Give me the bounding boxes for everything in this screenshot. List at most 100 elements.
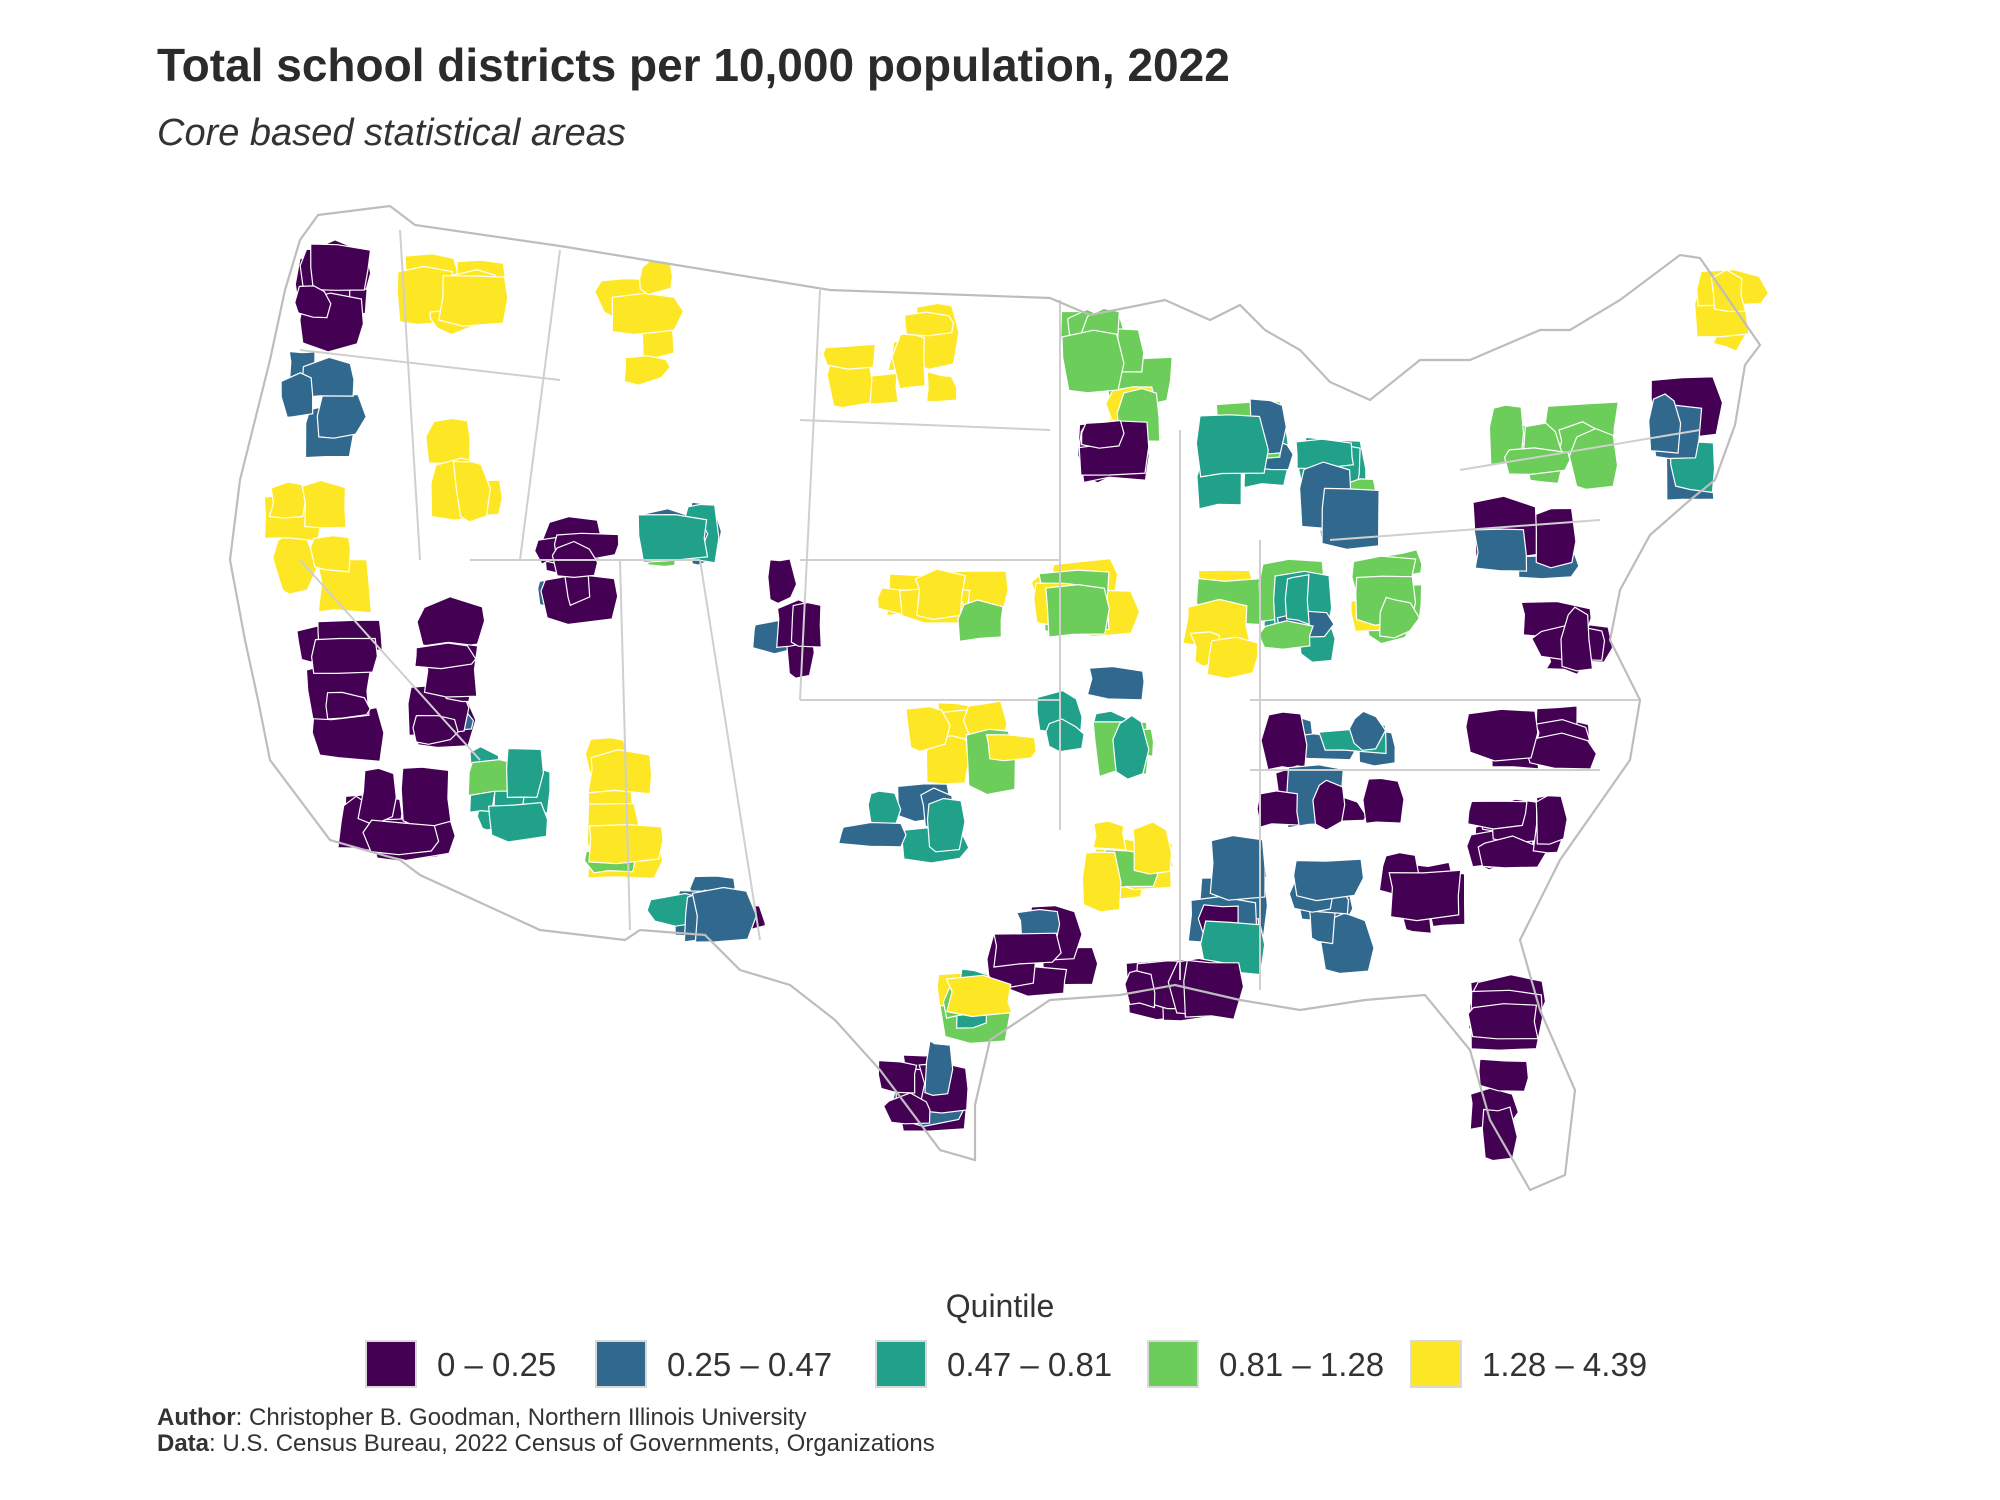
cbsa-area	[505, 747, 545, 799]
cbsa-area	[400, 766, 452, 830]
cbsa-region-pacific-northwest-coast	[294, 239, 372, 353]
cbsa-region-kansas	[905, 700, 1037, 796]
cbsa-area	[272, 531, 318, 595]
cbsa-area	[822, 343, 876, 370]
cbsa-area	[925, 370, 958, 403]
cbsa-area	[416, 596, 486, 650]
cbsa-area	[924, 1039, 954, 1097]
cbsa-area	[1086, 665, 1145, 701]
cbsa-area	[926, 797, 966, 853]
cbsa-area	[452, 460, 491, 523]
cbsa-area	[1535, 794, 1568, 845]
cbsa-region-north-dakota	[822, 302, 960, 409]
cbsa-area	[767, 558, 798, 605]
legend-swatch-q1	[365, 1340, 417, 1388]
cbsa-region-illinois	[1182, 569, 1266, 680]
cbsa-region-west-texas	[646, 875, 767, 943]
cbsa-region-south-carolina	[1466, 794, 1568, 871]
cbsa-area	[790, 601, 822, 648]
cbsa-area	[1478, 1058, 1530, 1092]
cbsa-area	[905, 706, 951, 753]
cbsa-area	[925, 735, 971, 785]
cbsa-region-northern-maine	[1693, 268, 1770, 352]
cbsa-region-new-york	[1488, 401, 1620, 490]
cbsa-area	[1710, 269, 1747, 312]
cbsa-region-central-texas	[936, 968, 1013, 1045]
cbsa-region-new-mexico	[583, 737, 664, 880]
cbsa-region-louisiana	[1124, 957, 1245, 1022]
cbsa-area	[993, 932, 1062, 968]
cbsa-region-ohio	[1350, 548, 1423, 645]
state-border-line	[699, 559, 761, 941]
map-title: Total school districts per 10,000 popula…	[157, 39, 1230, 91]
legend-title: Quintile	[945, 1288, 1055, 1324]
cbsa-area	[914, 568, 966, 621]
cbsa-area	[425, 417, 471, 465]
cbsa-region-michigan	[1295, 436, 1380, 550]
cbsa-area	[588, 823, 664, 865]
cbsa-region-arkansas	[1081, 820, 1175, 913]
cbsa-area	[1195, 414, 1269, 478]
cbsa-region-oklahoma	[837, 783, 970, 864]
cbsa-area	[1256, 790, 1300, 828]
state-border-line	[1329, 519, 1601, 541]
cbsa-region-indiana	[1257, 558, 1336, 663]
cbsa-area	[1348, 710, 1387, 751]
cbsa-area	[1061, 329, 1125, 394]
cbsa-area	[1465, 708, 1539, 762]
us-cbsa-map-svg	[228, 204, 1770, 1192]
legend-label-q5: 1.28 – 4.39	[1482, 1346, 1648, 1383]
cbsa-region-arizona	[467, 745, 551, 843]
legend-label-q4: 0.81 – 1.28	[1219, 1346, 1385, 1383]
state-borders	[299, 229, 1701, 990]
state-border-line	[799, 289, 821, 701]
cbsa-area	[1568, 427, 1619, 490]
legend-swatch-q5	[1410, 1340, 1462, 1388]
cbsa-region-western-oregon	[280, 350, 367, 459]
cbsa-region-central-california	[296, 619, 385, 763]
data-text: : U.S. Census Bureau, 2022 Census of Gov…	[209, 1430, 935, 1457]
cbsa-area	[1467, 1003, 1539, 1040]
cbsa-region-wyoming	[637, 501, 723, 568]
cbsa-region-northern-california	[263, 479, 373, 614]
cbsa-region-pennsylvania	[1472, 495, 1580, 580]
cbsa-area	[316, 393, 367, 439]
cbsa-region-wisconsin	[1195, 398, 1294, 510]
cbsa-area	[357, 767, 397, 826]
cbsa-area	[1112, 714, 1150, 780]
state-border-line	[799, 419, 1051, 431]
legend-label-q3: 0.47 – 0.81	[947, 1346, 1113, 1383]
cbsa-area	[1321, 487, 1380, 550]
cbsa-region-tennessee	[1256, 764, 1405, 831]
cbsa-area	[985, 734, 1037, 762]
cbsa-area	[837, 821, 907, 848]
state-border-line	[399, 229, 421, 561]
cbsa-area	[488, 801, 549, 843]
cbsa-region-south-texas	[877, 1039, 969, 1132]
cbsa-area	[587, 749, 653, 795]
cbsa-area	[362, 819, 440, 856]
cbsa-region-north-carolina	[1465, 705, 1598, 770]
cbsa-area	[957, 599, 1004, 642]
cbsa-area	[1648, 393, 1682, 454]
cbsa-region-eastern-washington	[396, 253, 509, 336]
cbsa-area	[1388, 869, 1462, 922]
cbsa-area	[638, 259, 674, 296]
state-border-line	[299, 349, 561, 381]
legend-swatch-q3	[875, 1340, 927, 1388]
cbsa-region-iowa	[1030, 558, 1141, 638]
legend: 0 – 0.25 0.25 – 0.47 0.47 – 0.81 0.81 – …	[365, 1340, 1765, 1390]
state-border-line	[519, 249, 561, 561]
credits: Author: Christopher B. Goodman, Northern…	[157, 1405, 935, 1457]
cbsa-region-east-texas	[986, 904, 1099, 997]
cbsa-region-southern-california	[337, 766, 456, 862]
cbsa-area	[1292, 858, 1365, 902]
cbsa-area	[1473, 528, 1528, 572]
cbsa-region-utah	[533, 515, 620, 626]
cbsa-area	[1081, 851, 1122, 913]
cbsa-region-georgia	[1378, 851, 1466, 934]
author-line: Author: Christopher B. Goodman, Northern…	[157, 1405, 935, 1431]
cbsa-region-kentucky	[1260, 710, 1396, 772]
cbsa-area	[1379, 596, 1421, 639]
cbsa-area	[903, 311, 955, 337]
